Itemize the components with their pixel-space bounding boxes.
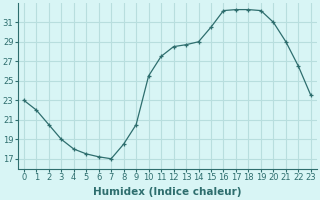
X-axis label: Humidex (Indice chaleur): Humidex (Indice chaleur) [93,187,242,197]
